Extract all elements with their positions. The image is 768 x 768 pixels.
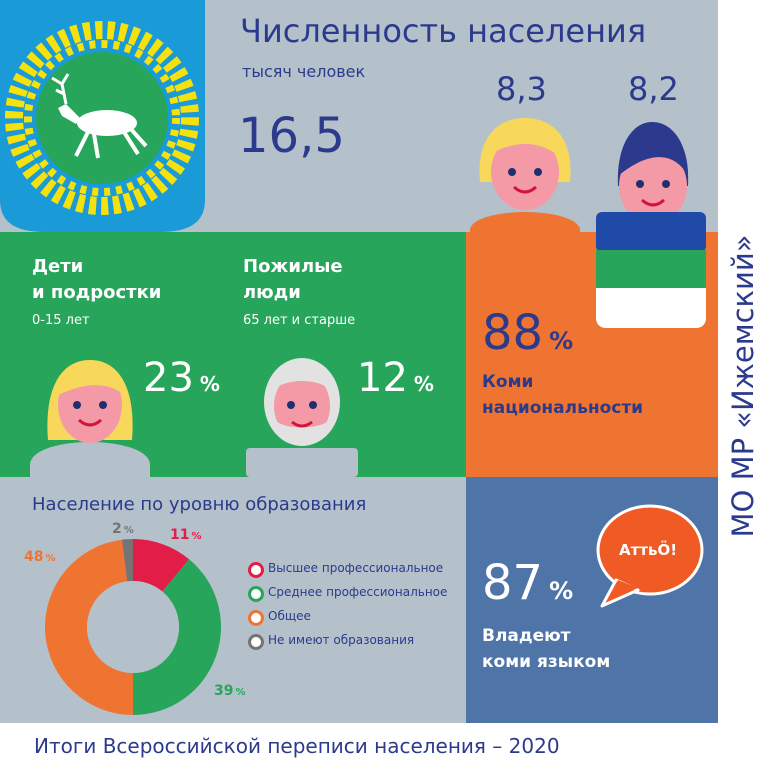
elderly-percent: 12% (357, 355, 434, 401)
label-none-pct: % (123, 525, 134, 536)
children-pct-sign: % (199, 372, 220, 396)
elderly-pct-sign: % (413, 372, 434, 396)
green-dot-icon (248, 586, 264, 602)
population-title: Численность населения (240, 12, 647, 50)
speech-bubble-text: АттьÖ! (619, 541, 678, 559)
komi-language-percent: 87% (482, 555, 573, 611)
label-higher-pct: % (191, 531, 202, 542)
education-title: Население по уровню образования (32, 494, 367, 515)
male-count: 8,2 (628, 70, 679, 108)
female-count: 8,3 (496, 70, 547, 108)
komi-language-value: 87 (482, 555, 544, 611)
donut-label-general: 48% (24, 549, 56, 565)
donut-label-higher: 11% (170, 527, 202, 543)
komi-language-label-2: коми языком (482, 652, 611, 672)
children-value: 23 (143, 355, 194, 401)
children-age: 0-15 лет (32, 313, 90, 328)
legend-label: Среднее профессиональное (268, 585, 448, 599)
donut-label-none: 2% (112, 521, 134, 537)
population-total: 16,5 (238, 108, 345, 164)
red-dot-icon (248, 562, 264, 578)
donut-slice-none (121, 539, 133, 582)
elderly-age: 65 лет и старше (243, 313, 356, 328)
children-title-2: и подростки (32, 282, 162, 303)
donut-hole (87, 581, 179, 673)
donut-label-secondary: 39% (214, 683, 246, 699)
donut-slice-general (44, 539, 133, 715)
man-avatar-icon (596, 122, 706, 328)
donut-slice-higher (133, 539, 190, 592)
population-unit: тысяч человек (242, 62, 366, 81)
education-donut-chart (44, 539, 222, 715)
girl-avatar-icon (30, 360, 150, 477)
speech-bubble-icon (596, 504, 704, 608)
woman-avatar-icon (470, 118, 580, 242)
label-higher-value: 11 (170, 527, 190, 543)
elderly-title-2: люди (243, 282, 301, 303)
label-general-pct: % (45, 553, 56, 564)
coat-of-arms-icon (0, 0, 205, 245)
komi-nationality-percent: 88% (482, 305, 573, 361)
side-title: МО МР «Ижемский» (718, 0, 768, 723)
legend-label: Не имеют образования (268, 633, 415, 647)
label-general-value: 48 (24, 549, 44, 565)
komi-language-label-1: Владеют (482, 626, 571, 646)
legend-label: Высшее профессиональное (268, 561, 444, 575)
komi-language-pct-sign: % (549, 577, 574, 605)
donut-slice-secondary (133, 559, 222, 715)
footer-text: Итоги Всероссийской переписи населения –… (34, 734, 560, 758)
komi-nationality-pct-sign: % (549, 327, 574, 355)
label-secondary-pct: % (235, 687, 246, 698)
children-percent: 23% (143, 355, 220, 401)
legend-label: Общее (268, 609, 311, 623)
komi-nationality-value: 88 (482, 305, 544, 361)
komi-nationality-label-1: Коми (482, 372, 534, 392)
orange-dot-icon (248, 610, 264, 626)
children-title-1: Дети (32, 256, 84, 277)
elderly-value: 12 (357, 355, 408, 401)
elderly-avatar-icon (246, 358, 358, 477)
grey-dot-icon (248, 634, 264, 650)
district-name: МО МР «Ижемский» (726, 234, 760, 538)
label-secondary-value: 39 (214, 683, 234, 699)
elderly-title-1: Пожилые (243, 256, 343, 277)
label-none-value: 2 (112, 521, 122, 537)
komi-nationality-label-2: национальности (482, 398, 644, 418)
